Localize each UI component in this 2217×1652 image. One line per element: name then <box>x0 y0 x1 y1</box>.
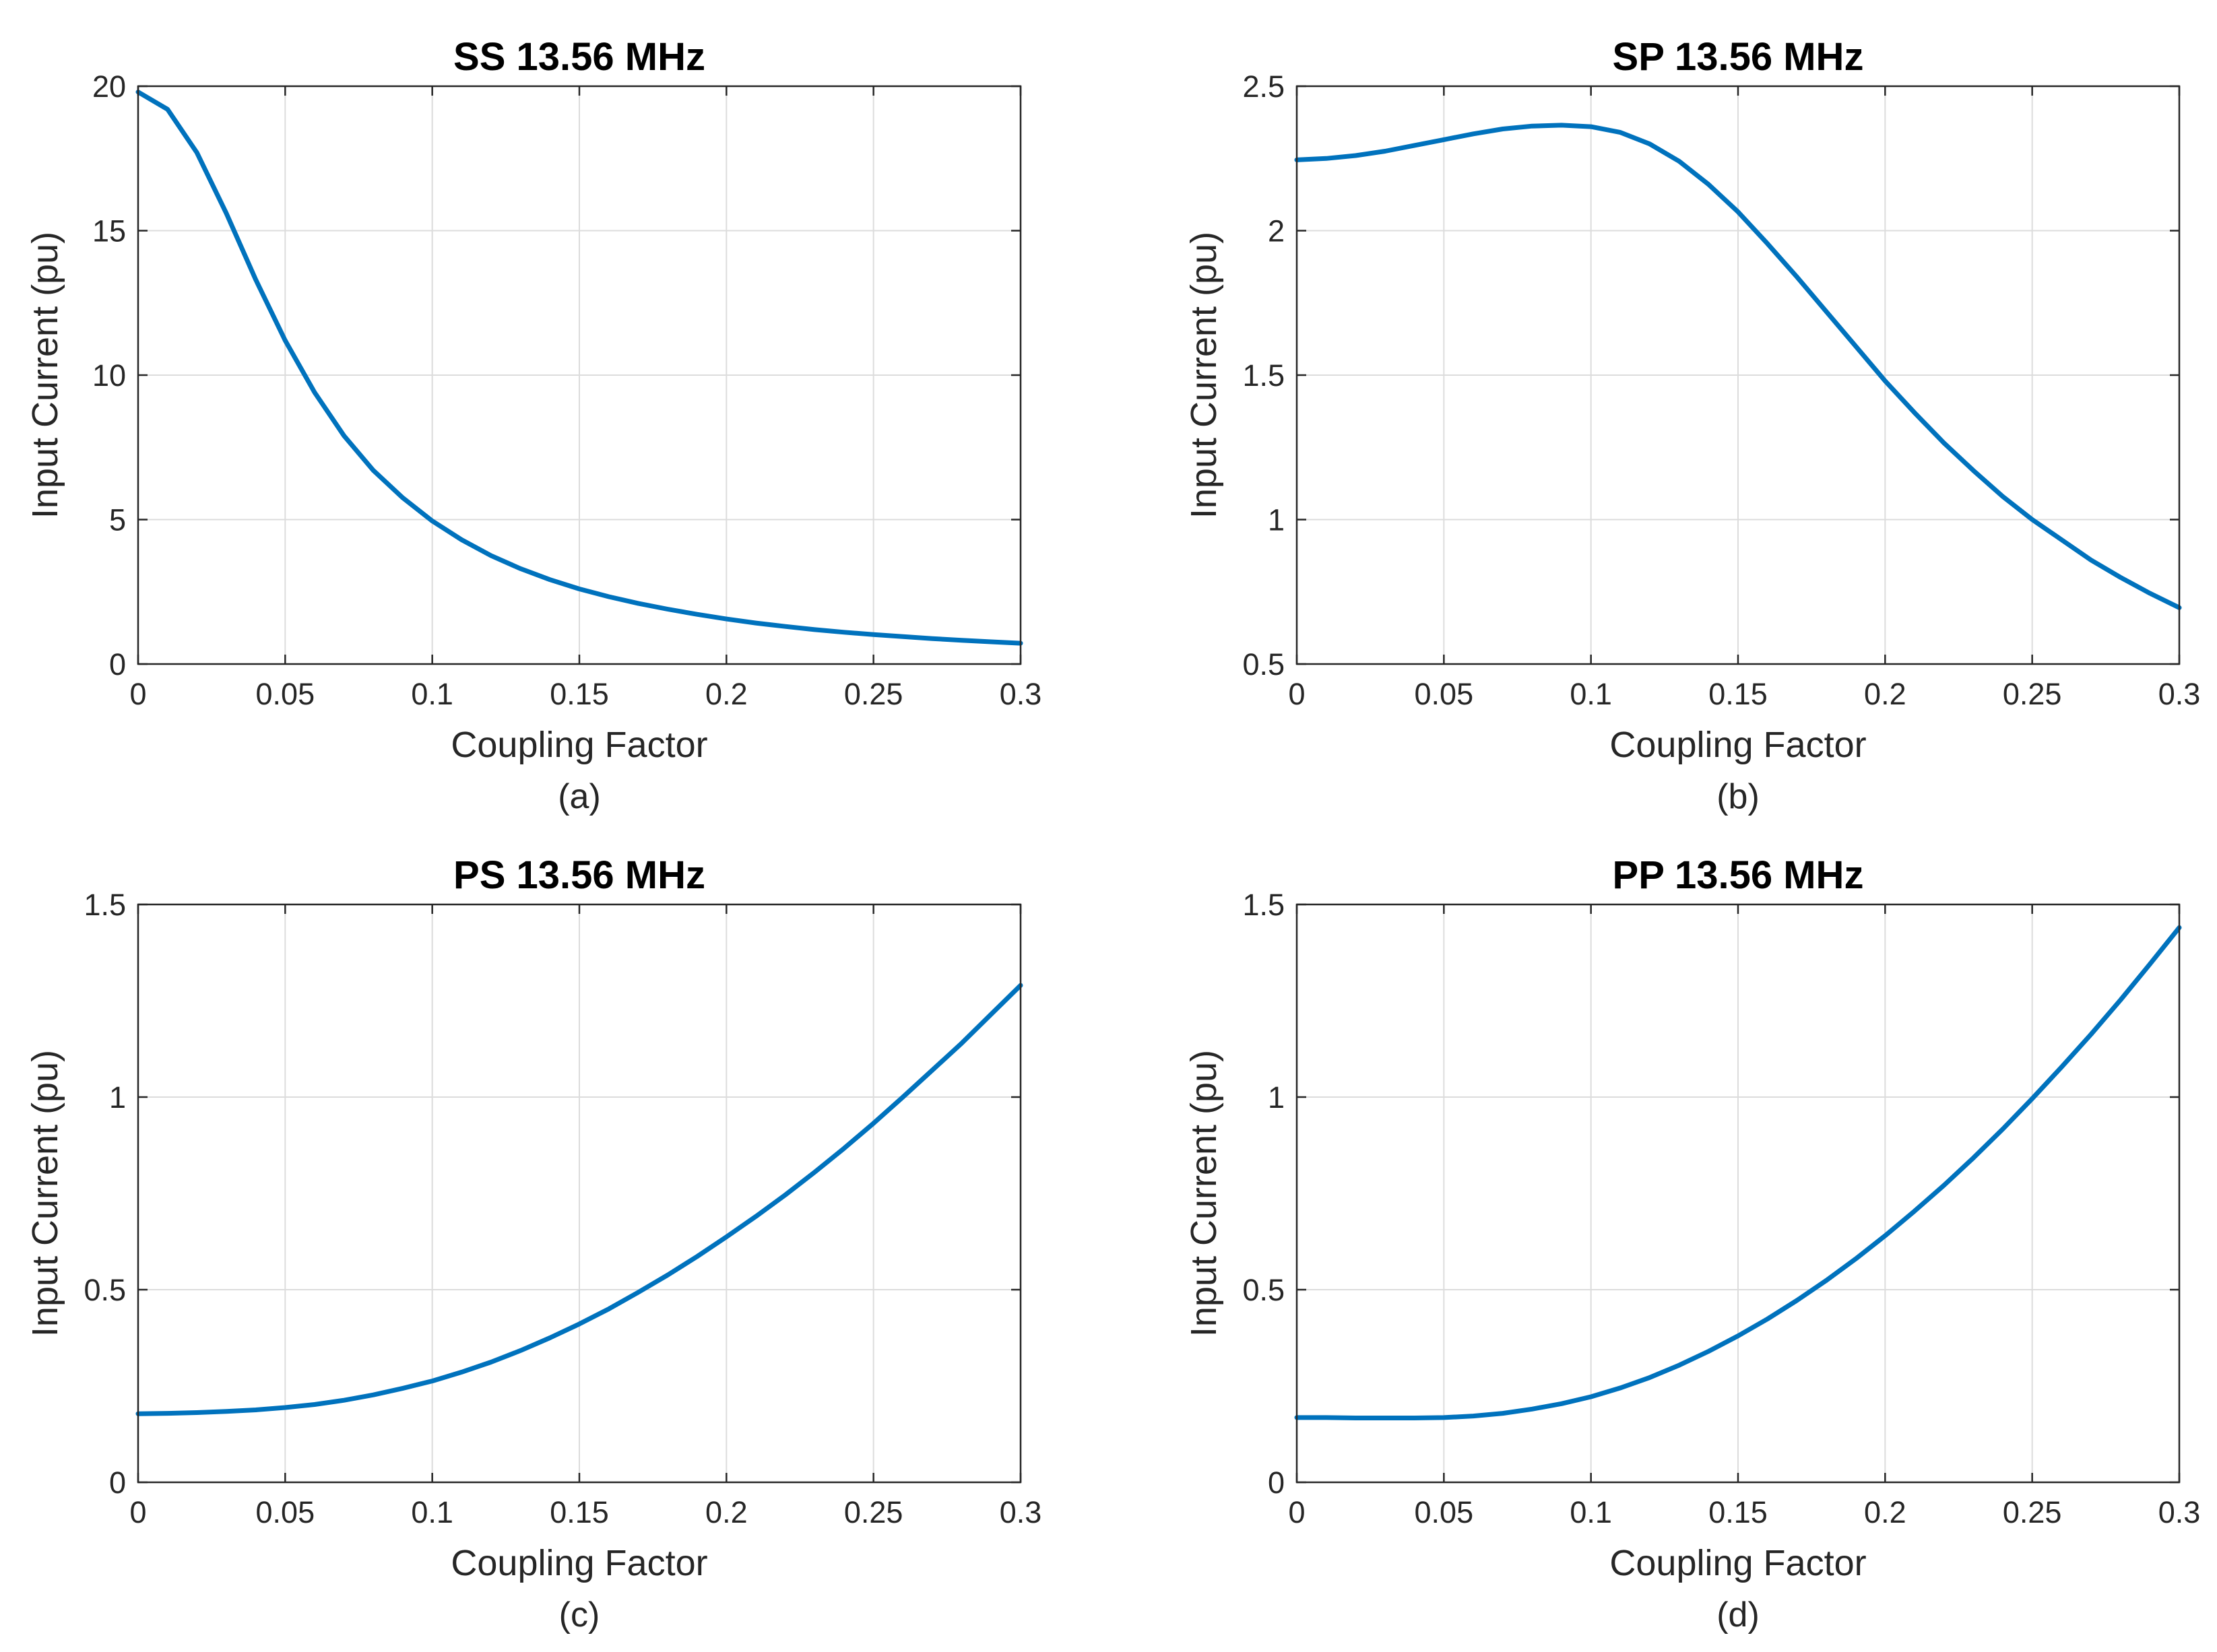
x-tick-label: 0.3 <box>2158 1495 2201 1529</box>
series-line-ps <box>135 983 1023 1416</box>
chart-panel-d: 0 0.05 0.1 0.15 0.2 0.25 0.3 0 0.5 1 1.5 PP 13.56 M… <box>1184 853 2200 1634</box>
panel-caption: (b) <box>1716 777 1760 816</box>
chart-title: PS 13.56 MHz <box>453 853 705 897</box>
y-axis-label: Input Current (pu) <box>1184 232 1224 519</box>
y-tick-label: 1.5 <box>1242 888 1285 922</box>
y-tick-label: 15 <box>92 214 126 249</box>
x-tick-label: 0.2 <box>1864 677 1906 711</box>
chart-panel-a: 0 0.05 0.1 0.15 0.2 0.25 0.3 0 5 10 15 20 SS 13.56 M… <box>25 35 1041 816</box>
y-tick-label: 1 <box>1268 503 1285 537</box>
x-tick-label: 0.25 <box>2003 1495 2062 1529</box>
x-tick-label: 0.3 <box>1000 1495 1042 1529</box>
y-tick-label: 1 <box>1268 1080 1285 1115</box>
x-axis-label: Coupling Factor <box>451 1543 707 1583</box>
x-tick-label: 0 <box>129 677 146 711</box>
chart-title: PP 13.56 MHz <box>1613 853 1864 897</box>
panel-caption: (d) <box>1716 1595 1760 1634</box>
x-tick-label: 0.2 <box>705 677 748 711</box>
y-tick-label: 1 <box>109 1080 126 1115</box>
y-tick-label: 0.5 <box>84 1273 126 1307</box>
y-tick-label: 0 <box>109 1465 126 1500</box>
x-tick-label: 0.1 <box>1570 677 1612 711</box>
x-tick-label: 0.25 <box>844 1495 903 1529</box>
x-tick-label: 0.25 <box>2003 677 2062 711</box>
y-tick-label: 1.5 <box>84 888 126 922</box>
y-tick-label: 2.5 <box>1242 69 1285 104</box>
y-tick-label: 0.5 <box>1242 647 1285 682</box>
x-tick-label: 0.15 <box>550 677 609 711</box>
x-tick-label: 0.15 <box>1708 1495 1768 1529</box>
x-tick-label: 0.05 <box>256 1495 315 1529</box>
y-tick-label: 0.5 <box>1242 1273 1285 1307</box>
y-tick-label: 0 <box>1268 1465 1285 1500</box>
y-axis-label: Input Current (pu) <box>25 232 65 519</box>
chart-title: SP 13.56 MHz <box>1613 35 1864 79</box>
x-tick-label: 0.2 <box>1864 1495 1906 1529</box>
x-tick-label: 0 <box>129 1495 146 1529</box>
x-tick-label: 0.2 <box>705 1495 748 1529</box>
x-tick-label: 0.1 <box>411 677 453 711</box>
series-line-sp <box>1294 123 2182 610</box>
x-tick-label: 0.05 <box>1415 1495 1474 1529</box>
y-tick-label: 1.5 <box>1242 358 1285 393</box>
x-tick-label: 0.1 <box>411 1495 453 1529</box>
x-tick-label: 0 <box>1288 677 1305 711</box>
y-tick-label: 10 <box>92 358 126 393</box>
chart-panel-c: 0 0.05 0.1 0.15 0.2 0.25 0.3 0 0.5 1 1.5 PS 13.56 M… <box>25 853 1041 1634</box>
x-axis-label: Coupling Factor <box>1609 1543 1866 1583</box>
x-tick-label: 0.05 <box>256 677 315 711</box>
series-line-ss <box>135 90 1023 646</box>
x-axis-label: Coupling Factor <box>1609 725 1866 765</box>
x-tick-label: 0.15 <box>550 1495 609 1529</box>
panel-caption: (c) <box>559 1595 600 1634</box>
y-tick-label: 0 <box>109 647 126 682</box>
x-tick-label: 0.15 <box>1708 677 1768 711</box>
y-tick-label: 2 <box>1268 214 1285 249</box>
x-tick-label: 0.05 <box>1415 677 1474 711</box>
x-axis-label: Coupling Factor <box>451 725 707 765</box>
x-tick-label: 0.25 <box>844 677 903 711</box>
y-tick-label: 20 <box>92 69 126 104</box>
y-axis-label: Input Current (pu) <box>1184 1050 1224 1337</box>
x-tick-label: 0.1 <box>1570 1495 1612 1529</box>
series-line-pp <box>1294 925 2182 1420</box>
y-axis-label: Input Current (pu) <box>25 1050 65 1337</box>
panel-caption: (a) <box>558 777 601 816</box>
x-tick-label: 0 <box>1288 1495 1305 1529</box>
x-tick-label: 0.3 <box>2158 677 2201 711</box>
y-tick-label: 5 <box>109 503 126 537</box>
x-tick-label: 0.3 <box>1000 677 1042 711</box>
chart-title: SS 13.56 MHz <box>453 35 705 79</box>
chart-panel-b: 0 0.05 0.1 0.15 0.2 0.25 0.3 0.5 1 1.5 2 2.5 SP 13.5… <box>1184 35 2200 816</box>
